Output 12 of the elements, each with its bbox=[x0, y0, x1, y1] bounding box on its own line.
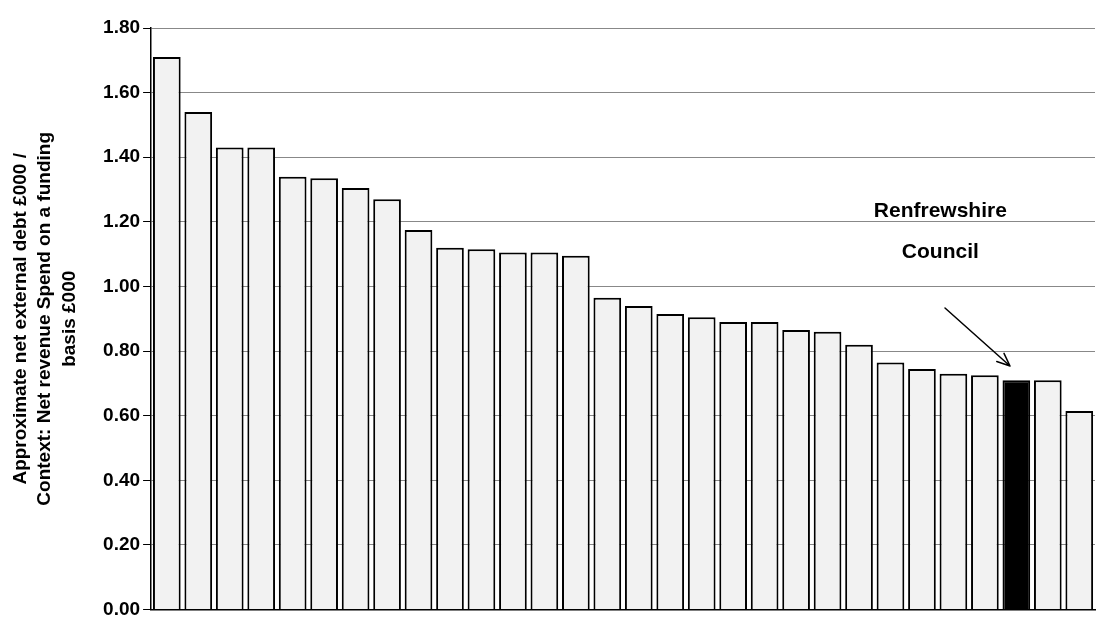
y-tick-label: 0.80 bbox=[103, 339, 141, 361]
y-tick-label: 1.40 bbox=[103, 145, 141, 167]
y-tick-label: 1.60 bbox=[103, 80, 141, 102]
y-tick-label: 0.00 bbox=[103, 597, 141, 619]
annotation: Renfrewshire Council bbox=[873, 198, 1007, 263]
y-tick-label: 0.40 bbox=[103, 468, 141, 490]
y-tick-label: 0.20 bbox=[103, 533, 141, 555]
y-tick-label: 1.00 bbox=[103, 274, 141, 296]
y-tick-label: 1.80 bbox=[103, 16, 141, 38]
y-axis-title: Approximate net external debt £000 / Context: Net revenue Spend on a funding basis £000 bbox=[8, 131, 79, 506]
y-tick-label: 1.20 bbox=[103, 210, 141, 232]
y-tick-label: 0.60 bbox=[103, 403, 141, 425]
